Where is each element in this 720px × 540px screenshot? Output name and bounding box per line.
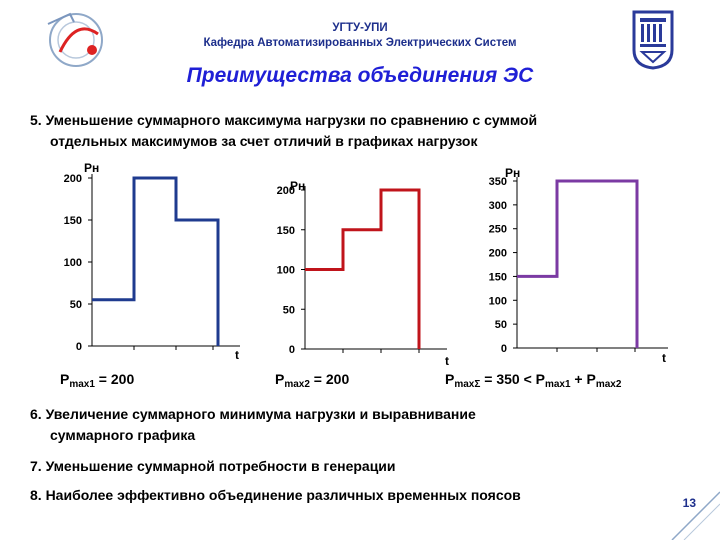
formula-sum-p: P [445,371,455,387]
chart-1-y-tick-label: 150 [277,225,295,237]
university-logo-right [632,10,674,70]
formula-pmax1-p: P [60,371,70,387]
chart-1-y-tick-label: 100 [277,265,295,277]
chart-1-xlabel: t [445,354,449,368]
formula-sum-mid: = 350 < P [480,371,545,387]
university-logo-left [47,12,103,67]
chart-0-xlabel: t [235,348,239,362]
chart-2-y-tick-label: 300 [489,200,507,212]
point-6-line-2: суммарного графика [50,427,196,443]
header-department: Кафедра Автоматизированных Электрических… [203,37,517,49]
chart-2-load-series [517,179,639,348]
chart-2-xlabel: t [662,351,666,365]
chart-0-y-tick-label: 50 [70,299,82,311]
chart-0-ylabel: Pн [84,161,99,175]
point-5-line-2: отдельных максимумов за счет отличий в г… [50,133,478,149]
chart-1-y-tick-label: 50 [283,304,295,316]
chart-1-ylabel: Pн [290,179,305,193]
chart-0-load-series [92,176,220,346]
formula-sum-sub: maxΣ [454,379,481,390]
page-title: Преимущества объединения ЭС [186,64,534,87]
point-8: 8. Наиболее эффективно объединение разли… [30,487,521,503]
chart-0-y-tick-label: 200 [64,173,82,185]
formula-pmax1: Pmax1 = 200 [60,371,134,390]
formula-pmax1-value: = 200 [94,371,135,387]
chart-0-y-tick-label: 100 [64,257,82,269]
page-number: 13 [682,496,696,510]
point-7: 7. Уменьшение суммарной потребности в ге… [30,458,396,474]
formula-sum-plus: + P [570,371,596,387]
formula-pmax2-p: P [275,371,285,387]
chart-2-ylabel: Pн [505,166,520,180]
formula-pmax2-value: = 200 [309,371,350,387]
chart-2-y-tick-label: 50 [495,319,507,331]
chart-1-y-tick-label: 0 [289,344,295,356]
point-6-line-1: 6. Увеличение суммарного минимума нагруз… [30,406,476,422]
chart-2-y-tick-label: 350 [489,176,507,188]
formula-pmax2-sub: max2 [284,379,310,390]
corner-decoration [671,491,720,540]
chart-0-y-tick-label: 0 [76,341,82,353]
chart-2-y-tick-label: 0 [501,343,507,355]
chart-2-y-tick-label: 150 [489,271,507,283]
formula-sum-sub3: max2 [595,379,622,390]
chart-0-y-tick-label: 150 [64,215,82,227]
point-5-line-1: 5. Уменьшение суммарного максимума нагру… [30,112,538,128]
formula-pmax2: Pmax2 = 200 [275,371,349,390]
chart-1-load-series [305,188,421,349]
chart-2-y-tick-label: 100 [489,295,507,307]
formula-pmax1-sub: max1 [69,379,95,390]
formula-pmax-sum: PmaxΣ = 350 < Pmax1 + Pmax2 [445,371,621,390]
chart-1-y-tick-label: 200 [277,185,295,197]
chart-2-y-tick-label: 250 [489,224,507,236]
header-org: УГТУ-УПИ [332,22,388,34]
chart-2-y-tick-label: 200 [489,248,507,260]
formula-sum-sub2: max1 [544,379,571,390]
